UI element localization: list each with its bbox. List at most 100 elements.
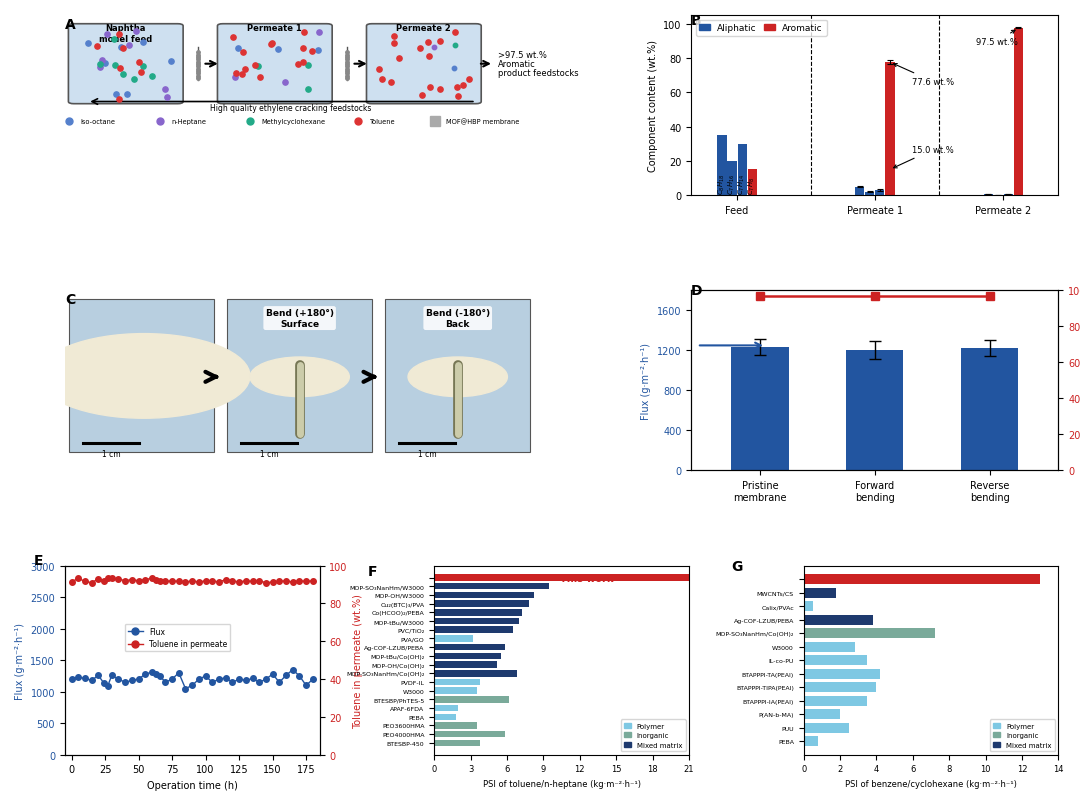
Bar [1003, 195, 1013, 196]
Bar [434, 662, 497, 668]
Bar [717, 136, 727, 196]
Y-axis label: Flux (g·m⁻²·h⁻¹): Flux (g·m⁻²·h⁻¹) [642, 343, 651, 419]
FancyBboxPatch shape [366, 25, 482, 104]
X-axis label: PSI of toluene/n-heptane (kg·m⁻²·h⁻¹): PSI of toluene/n-heptane (kg·m⁻²·h⁻¹) [483, 779, 640, 788]
Text: MOF@HBP membrane: MOF@HBP membrane [446, 119, 519, 125]
Y-axis label: Flux (g·m⁻²·h⁻¹): Flux (g·m⁻²·h⁻¹) [15, 622, 25, 699]
Text: product feedstocks: product feedstocks [498, 69, 579, 78]
Bar [434, 679, 481, 686]
Legend: Aliphatic, Aromatic: Aliphatic, Aromatic [696, 21, 826, 37]
Bar [728, 161, 737, 196]
Text: Methylcyclohexane: Methylcyclohexane [261, 119, 325, 125]
Bar [434, 583, 550, 589]
Bar [738, 145, 746, 196]
Text: C: C [65, 293, 75, 307]
Bar [875, 191, 885, 196]
Bar [434, 601, 529, 607]
Text: 15.0 wt.%: 15.0 wt.% [893, 146, 954, 169]
Bar [804, 575, 1040, 585]
Bar [434, 714, 456, 720]
Text: This work: This work [919, 575, 972, 585]
Text: Bend (+180°)
Surface: Bend (+180°) Surface [266, 309, 334, 328]
Text: B: B [691, 14, 702, 28]
Bar [804, 655, 867, 666]
Text: This work: This work [561, 573, 613, 583]
Bar [846, 351, 904, 471]
Bar [747, 170, 757, 196]
Bar [1014, 29, 1023, 196]
Text: >97.5 wt.%: >97.5 wt.% [498, 51, 548, 60]
Y-axis label: Component content (wt.%): Component content (wt.%) [648, 40, 658, 172]
Bar [434, 609, 522, 616]
Text: Naphtha
model feed: Naphtha model feed [99, 24, 152, 44]
Bar [804, 683, 877, 692]
Circle shape [408, 357, 508, 397]
Text: Permeate 2: Permeate 2 [396, 24, 451, 33]
Text: n-Heptane: n-Heptane [171, 119, 206, 125]
Bar [434, 723, 476, 729]
Bar [804, 736, 819, 746]
Bar [804, 588, 836, 598]
Bar [434, 635, 473, 642]
Text: 1 cm: 1 cm [260, 450, 279, 459]
Bar [865, 193, 875, 196]
Bar [434, 687, 476, 694]
Text: F: F [367, 565, 377, 579]
Text: Permeate 1: Permeate 1 [247, 24, 302, 33]
Bar [386, 300, 530, 453]
Text: 77.6 wt.%: 77.6 wt.% [893, 64, 954, 87]
Bar [855, 187, 864, 196]
Bar [804, 709, 840, 719]
Circle shape [249, 357, 349, 397]
Bar [434, 671, 516, 677]
Text: 1 cm: 1 cm [418, 450, 436, 459]
Bar [804, 615, 873, 625]
Text: $C_7H_8$: $C_7H_8$ [747, 177, 757, 195]
Bar [434, 592, 534, 598]
Bar [804, 695, 867, 706]
Text: 97.5 wt.%: 97.5 wt.% [976, 31, 1017, 47]
Text: Toluene: Toluene [369, 119, 395, 125]
Text: A: A [65, 18, 76, 32]
Text: $C_7H_{14}$: $C_7H_{14}$ [737, 173, 747, 195]
Legend: Flux, Toluene in permeate: Flux, Toluene in permeate [124, 624, 230, 652]
Bar [434, 731, 504, 737]
Text: D: D [691, 284, 703, 298]
Bar [434, 644, 504, 650]
Bar [434, 618, 519, 625]
Bar [434, 575, 689, 581]
Bar [804, 601, 813, 612]
FancyBboxPatch shape [217, 25, 333, 104]
Text: High quality ethylene cracking feedstocks: High quality ethylene cracking feedstock… [210, 104, 372, 113]
Bar [434, 653, 501, 659]
Bar [984, 195, 993, 196]
Bar [886, 63, 894, 196]
Circle shape [38, 334, 249, 418]
Bar [961, 349, 1018, 471]
X-axis label: PSI of benzene/cyclohexane (kg·m⁻²·h⁻¹): PSI of benzene/cyclohexane (kg·m⁻²·h⁻¹) [845, 779, 1017, 788]
Bar [228, 300, 372, 453]
FancyBboxPatch shape [68, 25, 184, 104]
Text: Aromatic: Aromatic [498, 60, 536, 69]
Y-axis label: Toluene in permeate (wt.%): Toluene in permeate (wt.%) [353, 593, 363, 728]
Bar [804, 669, 880, 679]
Text: Iso-octane: Iso-octane [81, 119, 116, 125]
X-axis label: Operation time (h): Operation time (h) [147, 780, 238, 790]
Bar [434, 626, 513, 634]
Bar [434, 740, 481, 746]
Legend: Polymer, Inorganic, Mixed matrix: Polymer, Inorganic, Mixed matrix [621, 719, 686, 752]
Bar [731, 348, 788, 471]
Text: E: E [33, 553, 43, 568]
Bar [69, 300, 214, 453]
Bar [804, 642, 854, 652]
Text: 1 cm: 1 cm [102, 450, 120, 459]
Text: G: G [731, 560, 742, 573]
Bar [434, 705, 459, 711]
Text: $C_8H_{18}$: $C_8H_{18}$ [717, 173, 727, 195]
Bar [804, 723, 849, 733]
Bar [804, 629, 934, 638]
Legend: Polymer, Inorganic, Mixed matrix: Polymer, Inorganic, Mixed matrix [990, 719, 1055, 752]
Text: $C_7H_{16}$: $C_7H_{16}$ [727, 173, 738, 195]
Text: Bend (-180°)
Back: Bend (-180°) Back [426, 309, 490, 328]
Bar [434, 696, 510, 703]
